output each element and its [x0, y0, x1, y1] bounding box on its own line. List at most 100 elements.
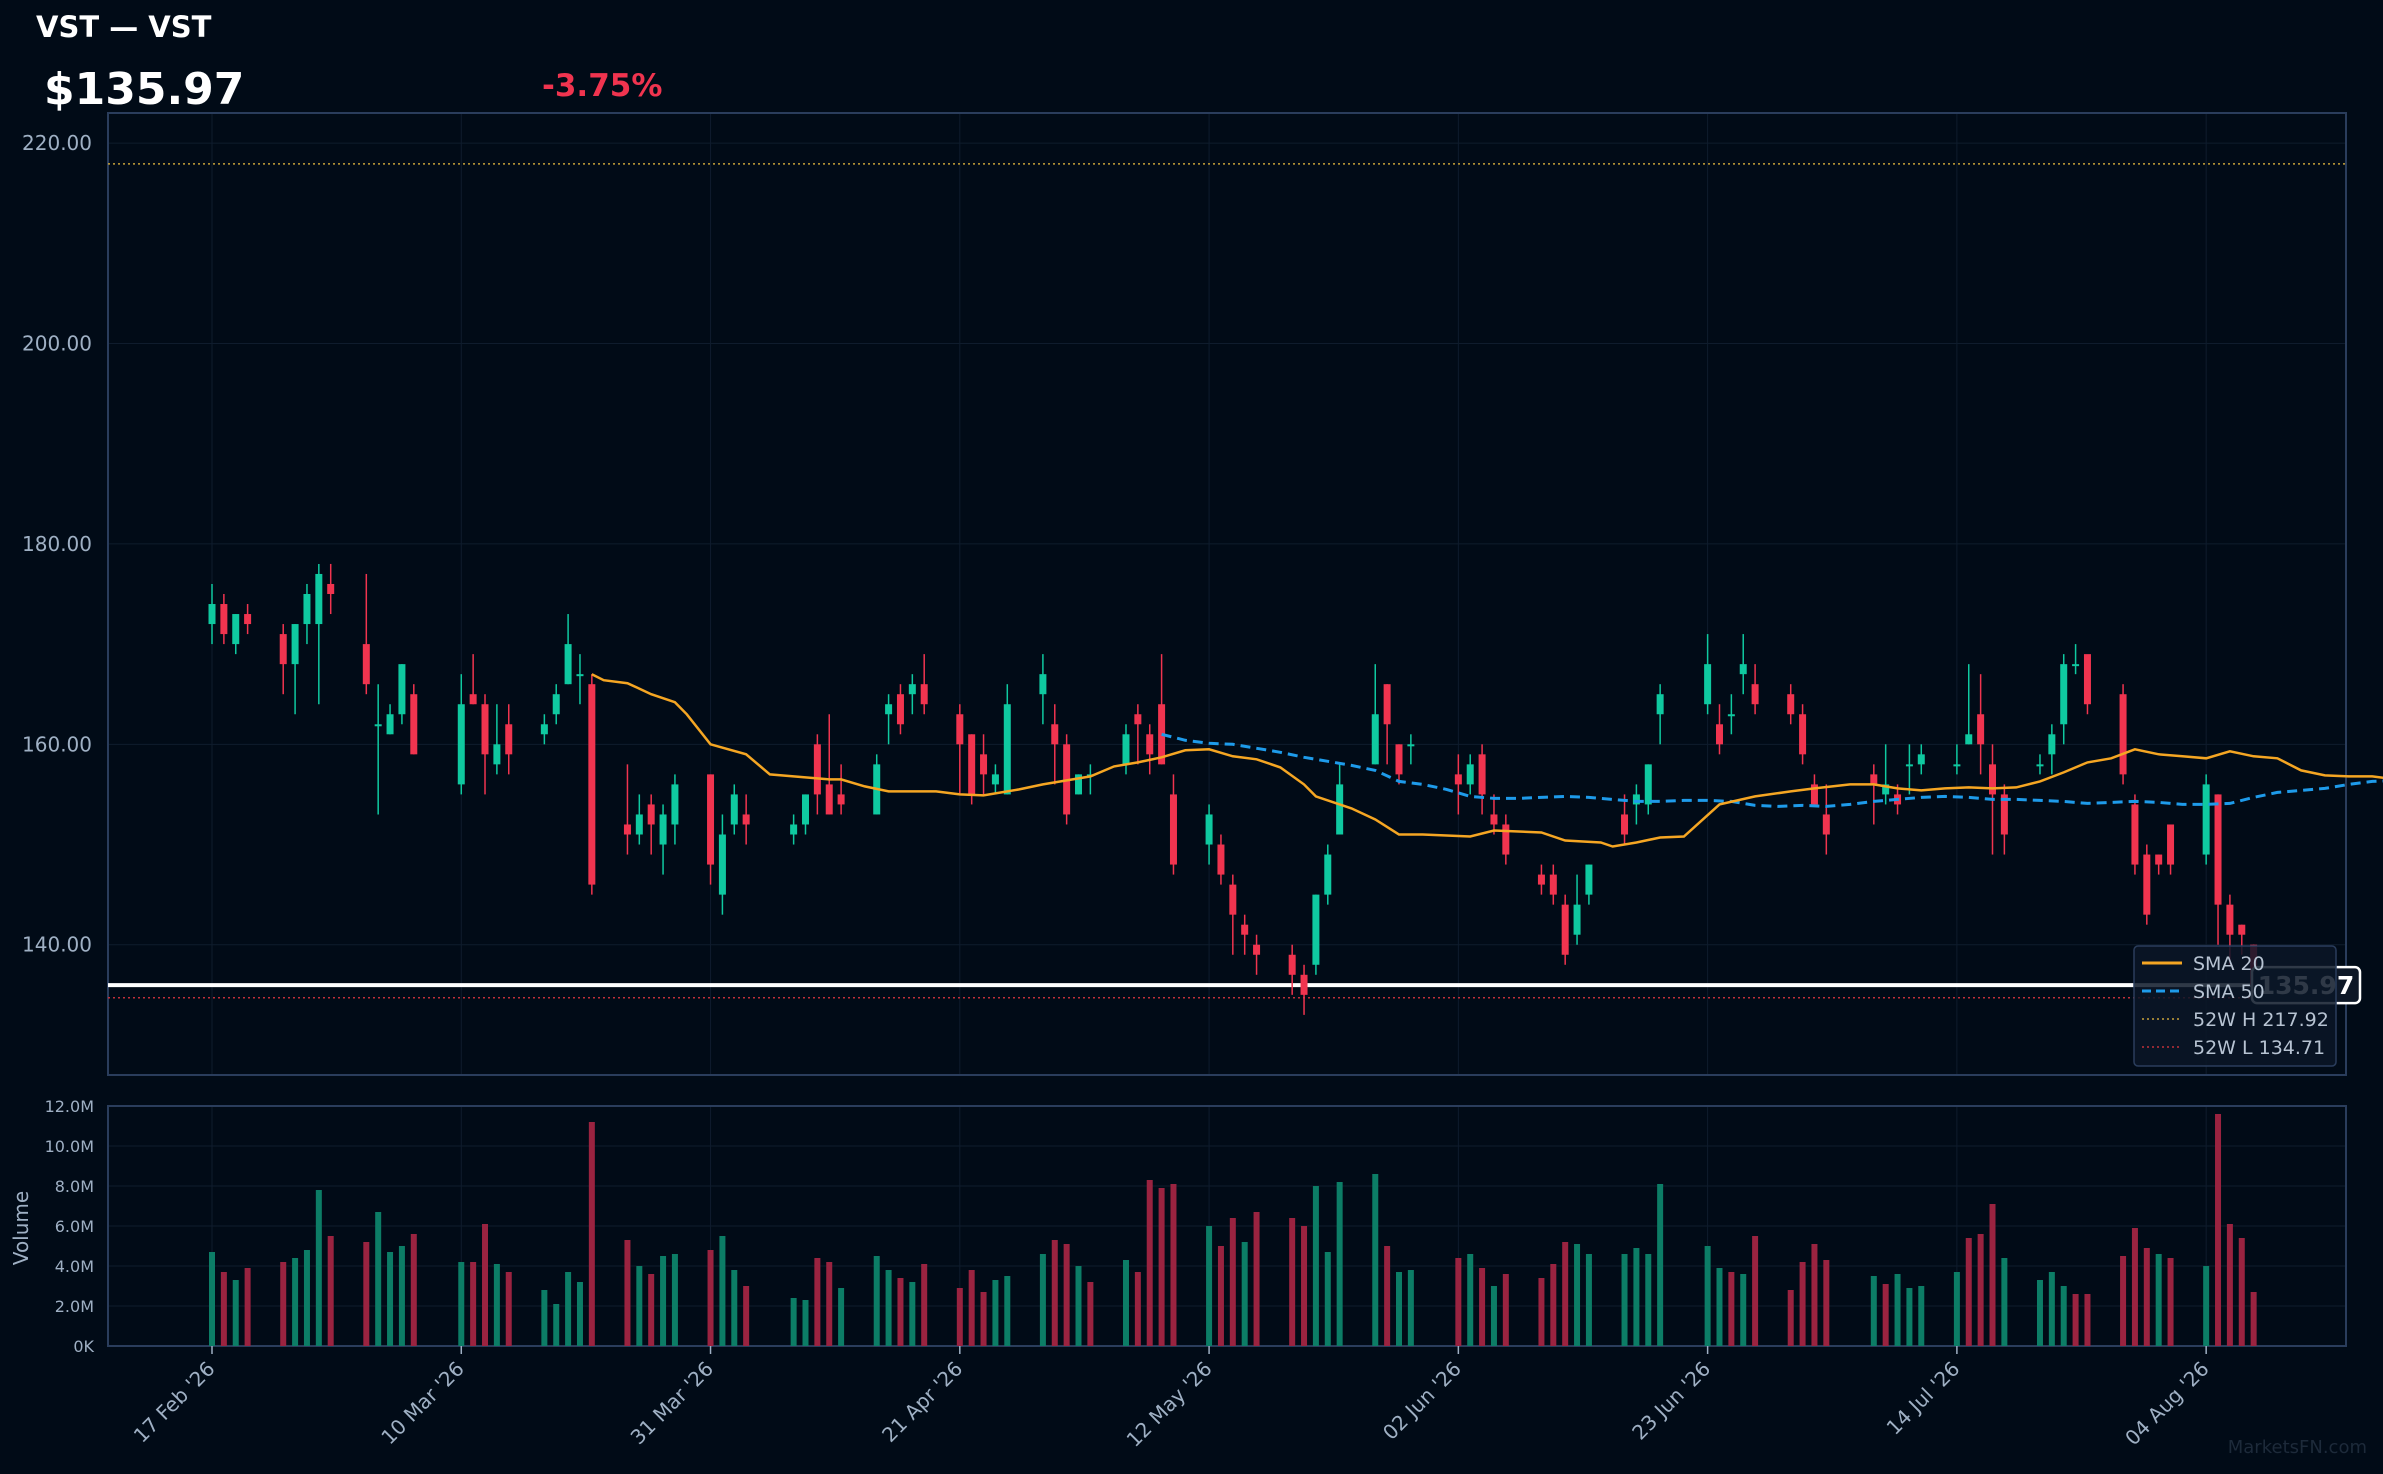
candle-body: [1169, 794, 1177, 865]
candle-body: [1312, 894, 1320, 965]
candle-body: [2083, 654, 2091, 705]
candle-body: [1075, 774, 1083, 795]
volume-bar: [1229, 1218, 1236, 1346]
candle: [1205, 804, 1213, 865]
candle-body: [802, 794, 809, 825]
candle: [635, 794, 643, 845]
candle: [623, 764, 631, 855]
volume-bar: [232, 1280, 239, 1346]
candle-body: [1632, 794, 1640, 805]
candle: [1870, 764, 1878, 825]
candle-body: [1537, 874, 1545, 885]
x-tick-label: 10 Mar '26: [376, 1357, 469, 1450]
candle-body: [493, 744, 501, 765]
candle-body: [2060, 664, 2068, 725]
candle-body: [588, 684, 596, 885]
candle: [1407, 734, 1415, 765]
candle-body: [1965, 734, 1973, 745]
moving-averages: [591, 673, 2383, 848]
volume-bar: [897, 1278, 904, 1346]
candle: [279, 624, 287, 695]
candle: [1371, 664, 1379, 765]
volume-bar: [505, 1272, 512, 1346]
candle: [2167, 824, 2175, 875]
candle-body: [730, 794, 738, 825]
volume-bar: [2226, 1224, 2233, 1346]
volume-bar: [1752, 1236, 1759, 1346]
volume-bar: [1301, 1226, 1308, 1346]
candle-body: [315, 573, 323, 625]
candle: [2143, 844, 2151, 925]
volume-bar: [980, 1292, 987, 1346]
candle: [1621, 794, 1629, 845]
candle: [1134, 704, 1142, 765]
candle-body: [2143, 854, 2151, 915]
candle-body: [1656, 694, 1664, 715]
volume-gridlines: [108, 1105, 2346, 1347]
candle: [1965, 664, 1973, 745]
candle-body: [1383, 684, 1391, 725]
price-y-tick-label: 180.00: [22, 532, 92, 556]
volume-bar: [1087, 1282, 1094, 1346]
candle: [659, 804, 667, 875]
volume-bar: [885, 1270, 892, 1346]
candle: [410, 684, 418, 755]
volume-bar: [707, 1250, 714, 1346]
candle-body: [1454, 774, 1462, 785]
volume-bar: [1562, 1242, 1569, 1346]
candle-body: [1561, 904, 1569, 955]
candle: [956, 704, 964, 795]
volume-y-tick-label: 12.0M: [45, 1097, 94, 1116]
volume-y-tick-label: 8.0M: [55, 1177, 94, 1196]
volume-bar: [731, 1270, 738, 1346]
sma20-line: [591, 673, 2383, 848]
volume-bar: [398, 1246, 405, 1346]
candle-body: [2214, 794, 2222, 905]
legend-box: [2133, 945, 2337, 1067]
candle-body: [564, 644, 572, 685]
candle: [1288, 944, 1296, 995]
volume-bar: [493, 1264, 500, 1346]
candle-body: [398, 664, 406, 715]
volume-bar: [1645, 1254, 1652, 1346]
candle-body: [2202, 784, 2210, 855]
volume-bar: [1953, 1272, 1960, 1346]
volume-bars: [209, 1114, 2257, 1346]
volume-y-tick-label: 2.0M: [55, 1297, 94, 1316]
candle-body: [1407, 744, 1415, 747]
volume-bar: [1918, 1286, 1925, 1346]
candle-body: [576, 674, 584, 677]
candle-body: [790, 824, 798, 835]
candle-body: [2238, 924, 2246, 935]
candle: [2048, 724, 2056, 775]
candle-body: [2048, 734, 2056, 755]
candle-body: [825, 784, 833, 815]
candle-body: [279, 634, 287, 665]
candle: [742, 794, 750, 845]
x-tick-label: 21 Apr '26: [877, 1357, 967, 1447]
candle-body: [2072, 664, 2080, 667]
candle: [1727, 694, 1735, 735]
candle: [576, 654, 584, 705]
candle-body: [1241, 924, 1249, 935]
volume-bar: [873, 1256, 880, 1346]
candle-body: [1003, 704, 1011, 795]
candle: [1799, 704, 1807, 765]
candle: [1383, 684, 1391, 765]
candle: [1146, 724, 1154, 775]
legend-52w-low-label: 52W L 134.71: [2193, 1037, 2325, 1059]
candle: [730, 784, 738, 835]
volume-bar: [410, 1234, 417, 1346]
volume-bar: [1716, 1268, 1723, 1346]
volume-bar: [660, 1256, 667, 1346]
candle-body: [908, 684, 916, 695]
volume-bar: [1336, 1182, 1343, 1346]
candle-body: [1051, 724, 1059, 745]
candle-body: [1039, 674, 1047, 695]
volume-bar: [1906, 1288, 1913, 1346]
candle: [1122, 724, 1130, 775]
volume-bar: [2203, 1266, 2210, 1346]
price-panel-frame: [107, 112, 2347, 1076]
x-tick-label: 14 Jul '26: [1882, 1357, 1965, 1440]
volume-bar: [1965, 1238, 1972, 1346]
